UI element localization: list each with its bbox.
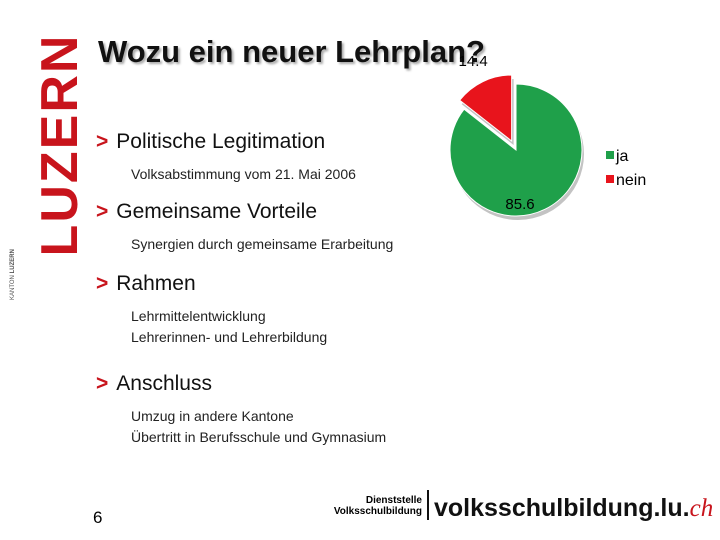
heading-text: Politische Legitimation xyxy=(116,130,326,153)
page-number: 6 xyxy=(93,508,103,527)
bullet-heading: > Politische Legitimation xyxy=(96,130,325,154)
heading-text: Gemeinsame Vorteile xyxy=(116,200,318,223)
site: volksschulbildung.lu.ch xyxy=(434,494,713,523)
divider xyxy=(427,490,429,520)
bullet-detail: Übertritt in Berufsschule und Gymnasium xyxy=(131,429,387,445)
site-text: volksschulbildung.lu. xyxy=(434,494,690,522)
value-label: 85.6 xyxy=(505,196,534,213)
legend-label: nein xyxy=(616,172,646,189)
heading-text: Rahmen xyxy=(116,272,196,295)
bullet-detail: Synergien durch gemeinsame Erarbeitung xyxy=(131,236,394,252)
bullet-heading: > Rahmen xyxy=(96,272,196,296)
pie-slice xyxy=(459,74,513,143)
pie-slice xyxy=(449,83,583,217)
department: Dienststelle Volksschulbildung xyxy=(322,495,422,517)
legend-label: ja xyxy=(615,148,629,165)
legend-swatch xyxy=(606,151,614,159)
legend-swatch xyxy=(606,175,614,183)
bullet-heading: > Anschluss xyxy=(96,372,212,396)
title: Wozu ein neuer Lehrplan? xyxy=(98,34,485,69)
department-line: Dienststelle xyxy=(365,495,422,506)
bullet-detail: Lehrmittelentwicklung xyxy=(131,308,266,324)
bullet-arrow: > xyxy=(96,372,109,395)
bullet-detail: Lehrerinnen- und Lehrerbildung xyxy=(131,329,328,345)
heading-text: Anschluss xyxy=(116,372,212,395)
bullet-detail: Umzug in andere Kantone xyxy=(131,408,294,424)
bullet-arrow: > xyxy=(96,272,109,295)
bullet-arrow: > xyxy=(96,200,109,223)
bullet-arrow: > xyxy=(96,130,109,153)
site-tld: ch xyxy=(689,495,714,522)
bullet-detail: Volksabstimmung vom 21. Mai 2006 xyxy=(131,166,356,182)
bullet-heading: > Gemeinsame Vorteile xyxy=(96,200,317,224)
value-label: 14.4 xyxy=(459,53,488,70)
department-line: Volksschulbildung xyxy=(333,506,422,517)
